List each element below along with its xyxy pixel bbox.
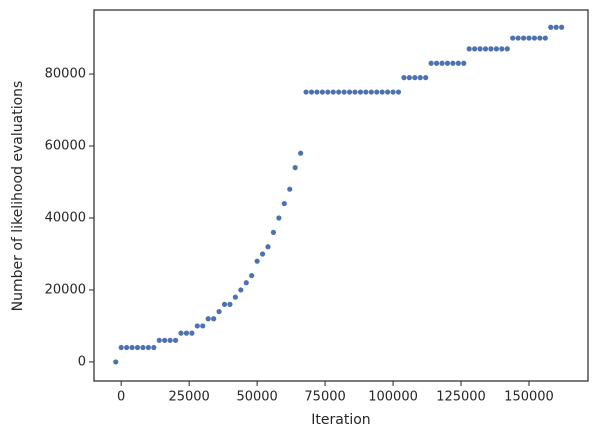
point — [113, 359, 119, 365]
point — [510, 35, 516, 41]
y-axis-label: Number of likelihood evaluations — [10, 81, 26, 312]
point — [178, 330, 184, 336]
point — [493, 46, 499, 52]
point — [433, 60, 440, 66]
point — [221, 301, 228, 307]
point — [183, 330, 190, 336]
point — [232, 294, 238, 300]
point — [488, 46, 494, 52]
point — [281, 200, 287, 207]
point — [303, 89, 309, 95]
point — [417, 75, 423, 81]
point — [455, 60, 461, 66]
point — [205, 316, 211, 322]
point — [270, 229, 277, 235]
point — [363, 89, 369, 95]
point — [156, 337, 162, 343]
point — [254, 258, 260, 264]
point — [450, 60, 456, 66]
point — [134, 344, 141, 351]
point — [548, 24, 554, 30]
point — [553, 24, 559, 30]
point — [140, 344, 146, 351]
x-tick-label: 50000 — [236, 390, 277, 405]
point — [401, 75, 407, 81]
x-tick-label: 100000 — [368, 390, 418, 405]
point — [461, 60, 467, 66]
point — [162, 337, 168, 343]
point — [346, 89, 353, 95]
y-tick-label: 40000 — [45, 210, 86, 225]
point — [466, 46, 472, 52]
x-tick-label: 0 — [117, 390, 125, 405]
point — [559, 24, 565, 30]
point — [200, 323, 206, 329]
point — [390, 89, 396, 95]
point — [172, 337, 179, 343]
point — [211, 316, 217, 322]
point — [520, 35, 527, 41]
point — [385, 89, 391, 95]
point — [526, 35, 532, 41]
point — [292, 165, 298, 171]
point — [428, 60, 434, 66]
point — [189, 330, 195, 336]
point — [444, 60, 451, 66]
point — [259, 251, 266, 257]
point — [325, 89, 331, 95]
point — [477, 46, 483, 52]
y-tick-label: 80000 — [45, 67, 86, 82]
point — [515, 35, 521, 41]
x-tick-label: 125000 — [436, 390, 486, 405]
point — [243, 280, 249, 286]
point — [167, 337, 173, 343]
point — [406, 75, 412, 81]
point — [336, 89, 342, 95]
y-tick-label: 0 — [78, 354, 86, 369]
point — [298, 150, 304, 156]
point — [504, 46, 510, 52]
point — [129, 344, 135, 351]
point — [216, 308, 222, 315]
point — [308, 89, 315, 95]
y-tick-label: 60000 — [45, 139, 86, 154]
x-axis-label: Iteration — [311, 412, 370, 428]
point — [194, 323, 200, 329]
point — [499, 46, 505, 52]
point — [423, 75, 429, 81]
point — [379, 89, 385, 95]
point — [276, 215, 282, 221]
point — [412, 75, 418, 81]
point — [482, 46, 489, 52]
point — [352, 89, 358, 95]
point — [124, 344, 130, 351]
point — [145, 344, 151, 351]
point — [151, 344, 157, 351]
point — [249, 272, 255, 279]
point — [472, 46, 478, 52]
point — [314, 89, 320, 95]
point — [227, 301, 233, 307]
point — [238, 287, 244, 293]
point — [357, 89, 364, 95]
point — [265, 244, 271, 250]
point — [374, 89, 380, 95]
point — [439, 60, 445, 66]
point — [341, 89, 347, 95]
x-tick-label: 75000 — [304, 390, 345, 405]
point — [287, 186, 293, 192]
point — [330, 89, 336, 95]
x-tick-label: 150000 — [504, 390, 554, 405]
point — [319, 89, 325, 95]
point — [531, 35, 538, 41]
point — [395, 89, 402, 95]
x-tick-label: 25000 — [168, 390, 209, 405]
y-tick-label: 20000 — [45, 282, 86, 297]
point — [542, 35, 548, 41]
point — [368, 89, 374, 95]
point — [537, 35, 543, 41]
plot-frame — [93, 9, 589, 382]
point — [118, 344, 124, 351]
